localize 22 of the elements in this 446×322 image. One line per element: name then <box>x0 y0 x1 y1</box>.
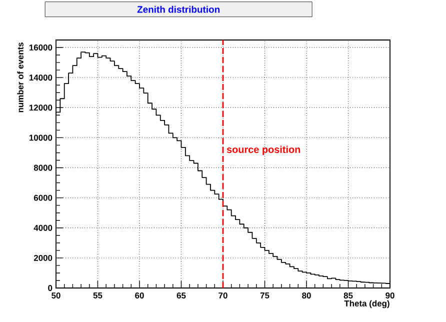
x-tick-label: 60 <box>135 292 144 299</box>
x-tick-label: 85 <box>344 292 353 299</box>
x-tick-label: 90 <box>386 292 394 299</box>
x-axis-title: Theta (deg) <box>344 300 390 308</box>
y-tick-label: 16000 <box>29 44 52 51</box>
x-tick-label: 75 <box>260 292 270 298</box>
y-tick-label: 0 <box>48 285 52 291</box>
y-tick-label: 6000 <box>34 194 52 201</box>
x-tick-label: 50 <box>52 292 60 299</box>
chart-title: Zenith distribution <box>137 6 220 13</box>
y-axis-title: number of events <box>17 42 24 112</box>
y-tick-label: 4000 <box>34 224 52 231</box>
y-tick-label: 2000 <box>34 254 52 261</box>
y-tick-label: 8000 <box>34 164 52 171</box>
x-tick-label: 80 <box>302 292 311 299</box>
y-tick-label: 10000 <box>29 134 52 141</box>
y-tick-label: 12000 <box>29 104 52 111</box>
x-tick-label: 65 <box>176 292 186 299</box>
ref-line-label: source position <box>226 146 300 155</box>
x-tick-label: 55 <box>93 292 102 298</box>
x-tick-label: 70 <box>218 292 228 299</box>
y-tick-label: 14000 <box>29 74 52 81</box>
